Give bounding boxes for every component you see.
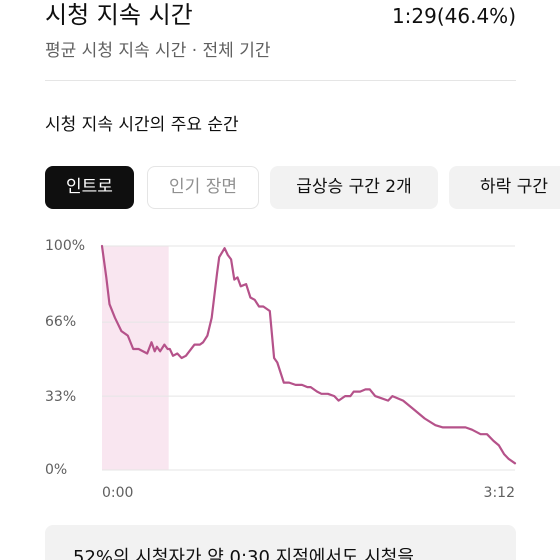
page-title: 시청 지속 시간 [45, 1, 193, 29]
x-tick-label-start: 0:00 [102, 485, 133, 501]
retention-chart: 100% 66% 33% 0% 0:00 3:12 [45, 238, 517, 501]
insight-text: 52%의 시청자가 약 0:30 지점에서도 시청을 [73, 547, 414, 560]
key-moments-heading: 시청 지속 시간의 주요 순간 [45, 115, 239, 135]
y-tick-label-33: 33% [45, 389, 76, 405]
x-tick-label-end: 3:12 [484, 485, 515, 501]
retention-series-line [100, 244, 517, 465]
y-tick-label-100: 100% [45, 238, 85, 254]
section-divider [45, 80, 516, 81]
chip-top-moments[interactable]: 인기 장면 [147, 166, 259, 209]
page-subtitle: 평균 시청 지속 시간 · 전체 기간 [45, 41, 271, 61]
y-axis-labels: 100% 66% 33% 0% [45, 238, 85, 478]
x-axis-labels: 0:00 3:12 [102, 485, 515, 501]
chip-intro[interactable]: 인트로 [45, 166, 134, 209]
average-retention-value: 1:29(46.4%) [391, 4, 516, 28]
insight-card: 52%의 시청자가 약 0:30 지점에서도 시청을 [45, 525, 516, 560]
key-moments-chip-bar: 인트로 인기 장면 급상승 구간 2개 하락 구간 [45, 166, 560, 210]
y-tick-label-0: 0% [45, 462, 67, 478]
y-tick-label-66: 66% [45, 314, 76, 330]
chip-spikes[interactable]: 급상승 구간 2개 [270, 166, 438, 209]
chart-gridlines [102, 245, 515, 471]
chip-dips[interactable]: 하락 구간 [449, 166, 560, 209]
intro-highlight-region [102, 246, 169, 470]
